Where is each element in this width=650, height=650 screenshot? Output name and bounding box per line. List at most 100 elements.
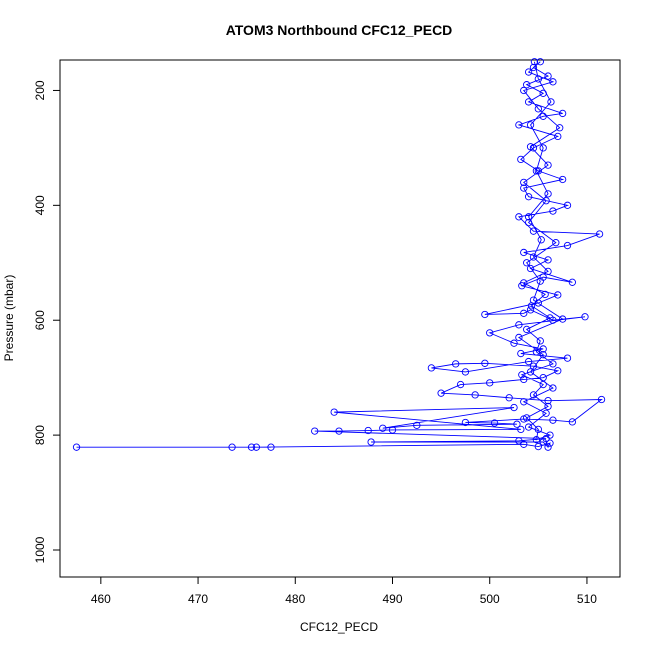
data-point xyxy=(549,384,557,392)
data-point xyxy=(520,375,528,384)
data-point xyxy=(247,443,256,451)
data-point xyxy=(544,161,552,169)
data-point xyxy=(534,425,542,434)
data-point xyxy=(558,175,567,184)
data-point xyxy=(510,339,518,347)
data-point xyxy=(554,291,562,299)
data-point xyxy=(529,63,538,72)
y-axis-label: Pressure (mbar) xyxy=(2,275,16,362)
y-tick-label: 800 xyxy=(33,425,47,445)
data-point xyxy=(539,351,547,359)
data-point xyxy=(526,121,535,129)
data-point xyxy=(510,403,518,412)
data-point xyxy=(549,416,557,424)
data-point xyxy=(563,201,572,209)
data-point xyxy=(471,391,479,399)
data-point xyxy=(536,58,544,66)
data-point xyxy=(515,121,523,129)
data-point xyxy=(539,345,547,353)
data-point xyxy=(537,236,545,244)
data-point xyxy=(461,418,470,427)
data-point xyxy=(523,259,531,267)
data-point xyxy=(527,302,536,310)
data-point xyxy=(534,105,542,113)
data-point xyxy=(526,264,535,273)
x-tick-label: 460 xyxy=(91,592,111,606)
y-tick-label: 200 xyxy=(33,80,47,100)
chart-title: ATOM3 Northbound CFC12_PECD xyxy=(226,22,453,38)
data-point xyxy=(523,81,531,89)
data-point xyxy=(311,427,319,435)
data-point xyxy=(526,368,535,376)
data-point xyxy=(539,374,547,382)
data-point xyxy=(544,256,552,264)
data-point xyxy=(524,357,533,366)
data-point xyxy=(544,396,552,405)
data-point xyxy=(547,98,555,106)
data-point xyxy=(518,371,526,379)
data-point xyxy=(541,290,549,299)
data-point xyxy=(413,421,421,429)
data-point xyxy=(526,143,535,151)
data-point xyxy=(388,426,397,434)
y-tick-label: 1000 xyxy=(33,536,47,563)
data-point xyxy=(524,193,533,201)
data-point xyxy=(532,436,541,444)
data-point xyxy=(520,248,528,257)
data-point xyxy=(524,423,533,431)
data-point xyxy=(556,124,564,132)
data-point xyxy=(517,155,525,164)
data-point xyxy=(554,367,562,375)
x-tick-label: 480 xyxy=(285,592,305,606)
data-point xyxy=(539,380,547,389)
data-point xyxy=(529,253,538,261)
data-point xyxy=(456,380,465,389)
data-point xyxy=(526,306,535,314)
data-point xyxy=(481,310,489,319)
data-point xyxy=(552,239,560,247)
data-point xyxy=(524,98,533,106)
data-point xyxy=(517,349,525,358)
x-tick-label: 510 xyxy=(577,592,597,606)
data-point xyxy=(335,427,343,435)
series-layer xyxy=(72,58,606,451)
data-point xyxy=(379,424,387,432)
data-point xyxy=(568,278,577,286)
data-point xyxy=(536,337,544,345)
x-tick-label: 500 xyxy=(480,592,500,606)
data-point xyxy=(563,354,572,362)
data-point xyxy=(367,438,375,446)
data-point xyxy=(546,439,554,447)
data-point xyxy=(524,213,533,221)
data-point xyxy=(523,414,531,422)
data-point xyxy=(520,184,528,192)
data-point xyxy=(544,267,552,276)
data-point xyxy=(546,431,554,439)
data-point xyxy=(252,443,261,451)
data-point xyxy=(558,315,567,323)
data-point xyxy=(549,78,557,86)
data-point xyxy=(542,197,550,205)
data-point xyxy=(534,442,542,451)
data-point xyxy=(486,329,494,337)
data-point xyxy=(520,398,528,406)
data-point xyxy=(529,391,538,399)
y-tick-label: 600 xyxy=(33,310,47,330)
x-tick-label: 490 xyxy=(382,592,402,606)
x-axis-label: CFC12_PECD xyxy=(300,620,378,634)
data-point xyxy=(364,426,372,435)
data-point xyxy=(539,144,547,152)
data-point xyxy=(513,420,521,428)
data-point xyxy=(486,379,494,387)
data-point xyxy=(490,419,499,427)
data-point xyxy=(544,190,552,198)
data-point xyxy=(452,360,460,368)
data-point xyxy=(481,359,489,367)
data-point xyxy=(520,86,528,95)
data-point xyxy=(330,408,338,416)
data-point xyxy=(568,418,577,426)
data-point xyxy=(520,279,528,287)
data-point xyxy=(505,394,513,402)
y-tick-label: 400 xyxy=(33,195,47,215)
